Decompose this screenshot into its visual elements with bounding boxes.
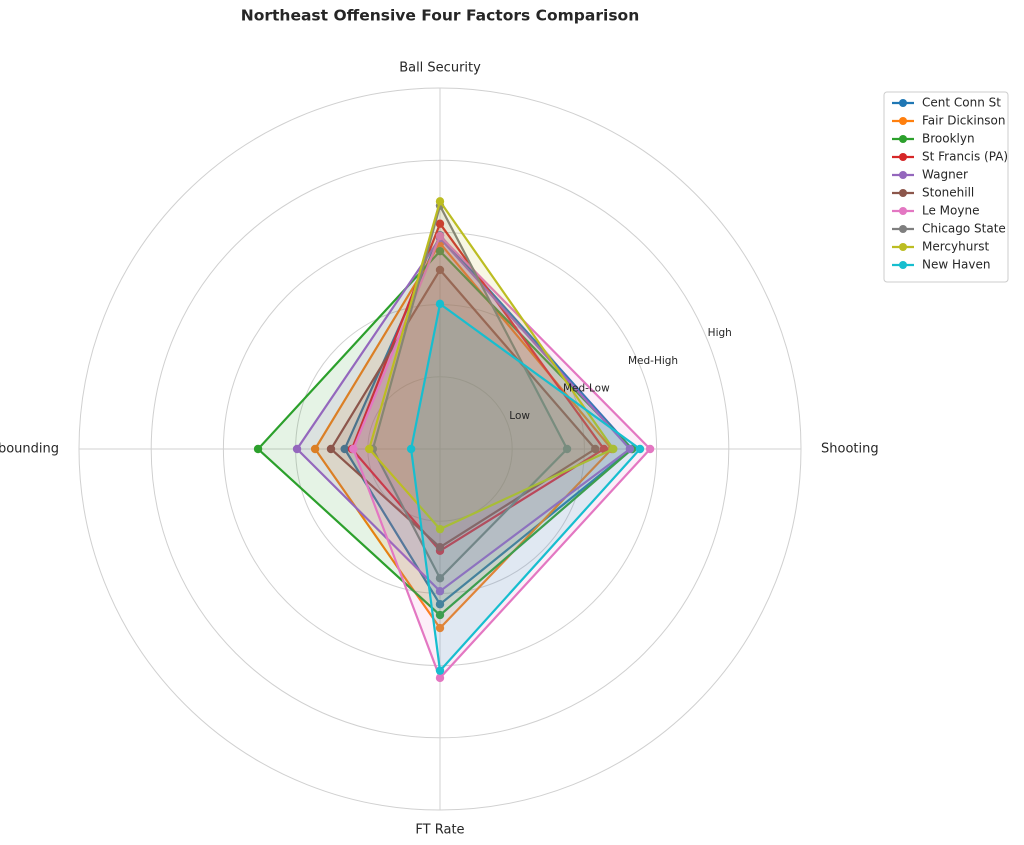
r-tick-label: Med-High — [628, 355, 678, 367]
legend-marker — [899, 207, 907, 215]
series-point — [435, 666, 445, 675]
axis-label: FT Rate — [415, 823, 464, 838]
series-point — [435, 610, 445, 620]
r-tick-label: Low — [509, 410, 530, 422]
legend-label: Le Moyne — [922, 204, 979, 218]
series-area — [411, 303, 640, 671]
legend-marker — [899, 99, 907, 107]
legend-label: Wagner — [922, 168, 968, 182]
legend-marker — [899, 171, 907, 179]
series-area — [351, 223, 604, 551]
legend-label: Chicago State — [922, 222, 1006, 236]
legend-label: Brooklyn — [922, 132, 975, 146]
legend-marker — [899, 117, 907, 125]
series-point — [435, 587, 445, 596]
legend-label: Fair Dickinson — [922, 114, 1006, 128]
series-point — [609, 444, 618, 454]
legend-label: New Haven — [922, 258, 990, 272]
series-point — [435, 600, 445, 609]
r-tick-label: Med-Low — [563, 382, 610, 394]
series-area — [372, 205, 568, 579]
series-point — [349, 444, 358, 454]
legend-label: Cent Conn St — [922, 96, 1001, 110]
legend: Cent Conn St Fair Dickinson Brooklyn St Fra… — [883, 91, 1009, 283]
series-point — [435, 574, 445, 583]
legend-marker — [899, 243, 907, 251]
series-point — [591, 444, 600, 454]
series-area — [331, 269, 596, 548]
series-area — [369, 201, 614, 530]
axis-label: Ball Security — [399, 61, 481, 76]
series-point — [645, 444, 655, 454]
legend-marker — [899, 189, 907, 197]
axis-label: Shooting — [821, 442, 879, 457]
series-point — [292, 444, 302, 454]
series-point — [435, 542, 445, 552]
series-point — [635, 444, 645, 454]
legend-marker — [899, 135, 907, 143]
series-area — [258, 251, 633, 616]
series-point — [365, 444, 374, 454]
series-point — [340, 444, 349, 454]
series-point — [435, 524, 445, 534]
series-point — [435, 246, 445, 256]
chart-title: Northeast Offensive Four Factors Compari… — [241, 7, 639, 25]
series-point — [562, 444, 572, 454]
series-point — [625, 444, 635, 454]
legend-marker — [899, 261, 907, 269]
series-point — [406, 444, 416, 454]
series-point — [253, 444, 263, 454]
series-point — [435, 265, 445, 275]
series-point — [310, 444, 320, 454]
legend-marker — [899, 225, 907, 233]
r-tick-label: High — [708, 327, 732, 339]
legend-marker — [899, 153, 907, 161]
series-point — [435, 299, 445, 309]
plot-area: Low Med-Low Med-High High — [253, 197, 732, 683]
legend-label: Mercyhurst — [922, 240, 990, 254]
legend-box — [883, 91, 1009, 283]
series-point — [435, 623, 445, 633]
axis-label: Off Rebounding — [0, 442, 59, 457]
series-point — [326, 444, 336, 454]
legend-label: St Francis (PA) — [922, 150, 1008, 164]
series-point — [435, 219, 445, 228]
series-point — [435, 673, 445, 683]
series-area — [344, 235, 633, 605]
series-point — [435, 197, 445, 206]
series-point — [435, 231, 445, 241]
legend-label: Stonehill — [922, 186, 974, 200]
series-area — [315, 243, 612, 629]
series-point — [599, 444, 609, 454]
